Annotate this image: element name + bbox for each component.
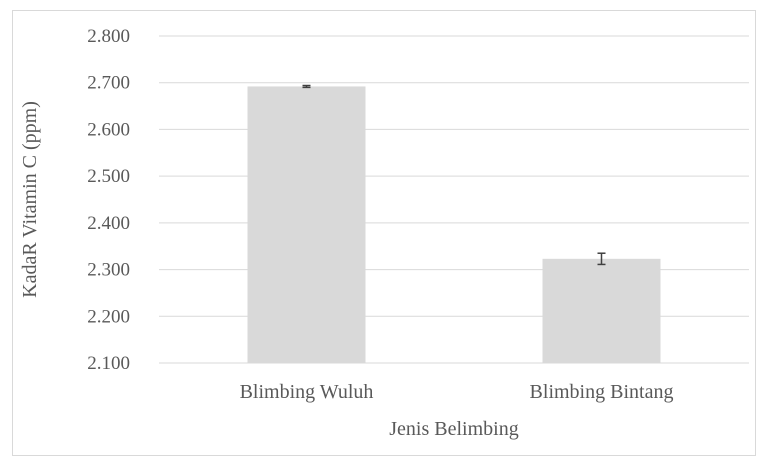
y-tick-label: 2.700 bbox=[87, 73, 130, 94]
y-tick-label: 2.300 bbox=[87, 260, 130, 281]
y-tick-label: 2.800 bbox=[87, 26, 130, 47]
y-tick-label: 2.400 bbox=[87, 213, 130, 234]
bars bbox=[247, 84, 661, 364]
y-tick-label: 2.100 bbox=[87, 353, 130, 374]
x-axis-title: Jenis Belimbing bbox=[389, 418, 518, 440]
bar bbox=[542, 258, 661, 363]
y-tick-label: 2.600 bbox=[87, 119, 130, 140]
y-tick-label: 2.200 bbox=[87, 306, 130, 327]
y-axis-title: KadaR Vitamin C (ppm) bbox=[19, 101, 41, 298]
y-axis-ticks: 2.100 2.200 2.300 2.400 2.500 2.600 2.700 2.800 bbox=[87, 26, 130, 374]
bar bbox=[247, 86, 366, 364]
x-category-label: Blimbing Bintang bbox=[530, 381, 674, 403]
y-tick-label: 2.500 bbox=[87, 166, 130, 187]
x-category-label: Blimbing Wuluh bbox=[240, 381, 374, 403]
x-axis-categories: Blimbing Wuluh Blimbing Bintang bbox=[240, 381, 674, 403]
chart-frame bbox=[12, 10, 756, 456]
